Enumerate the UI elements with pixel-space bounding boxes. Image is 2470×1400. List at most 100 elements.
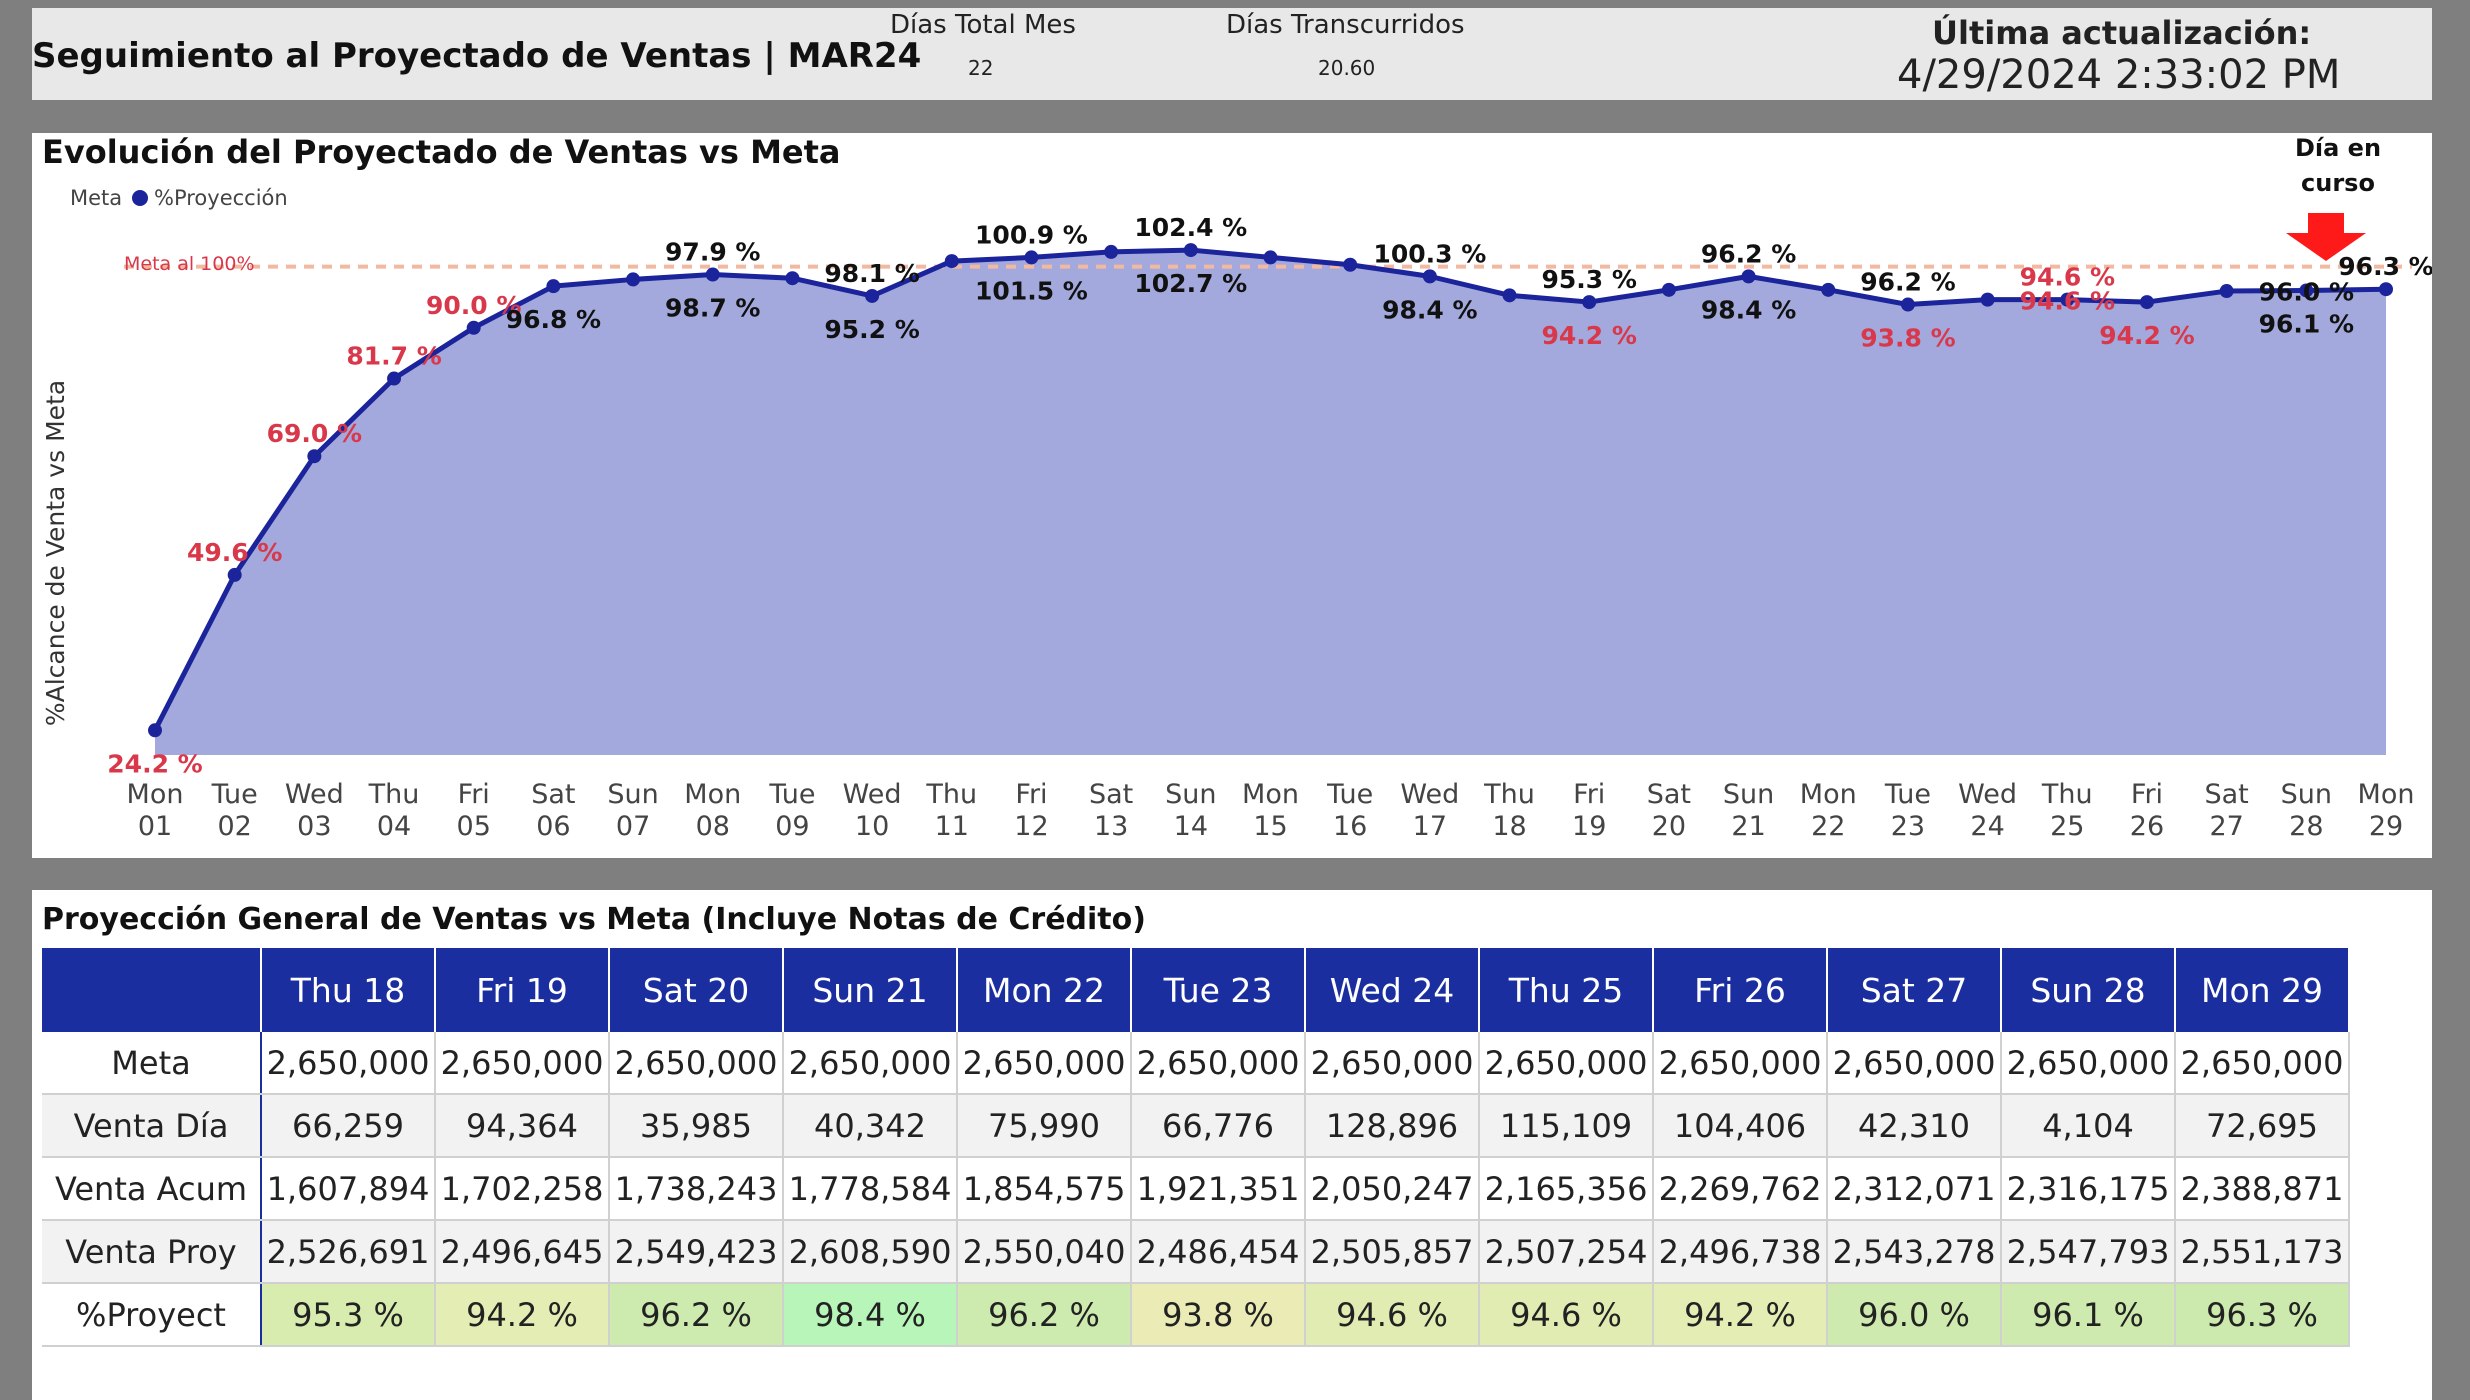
data-point[interactable]	[944, 254, 959, 269]
table-row: %Proyect 95.3 % 94.2 % 96.2 % 98.4 % 96.2 % 93…	[42, 1283, 2350, 1347]
table-cell: 2,650,000	[1305, 1032, 1480, 1095]
data-point[interactable]	[1422, 269, 1437, 284]
data-point[interactable]	[2139, 295, 2154, 310]
legend-proyeccion: %Proyección	[154, 186, 288, 210]
x-tick-date: 09	[775, 811, 809, 842]
data-label: 24.2 %	[107, 749, 202, 778]
column-header: Tue 23	[1131, 948, 1306, 1032]
data-point[interactable]	[1741, 269, 1756, 284]
chart-panel: 24.2 % 49.6 % 69.0 % 81.7 % 90.0 % 96.8 % 97.9…	[32, 133, 2432, 858]
table-cell: 2,650,000	[2001, 1032, 2176, 1095]
x-tick-date: 05	[457, 811, 491, 842]
x-tick-date: 08	[696, 811, 730, 842]
data-point[interactable]	[1104, 244, 1119, 259]
x-tick-date: 01	[138, 811, 172, 842]
data-point[interactable]	[1661, 282, 1676, 297]
x-tick-date: 17	[1413, 811, 1447, 842]
table-cell: 4,104	[2001, 1094, 2176, 1158]
x-tick-day: Sun	[1723, 779, 1774, 810]
x-tick-date: 21	[1731, 811, 1765, 842]
data-point[interactable]	[227, 567, 242, 582]
column-header: Mon 29	[2175, 948, 2350, 1032]
data-point[interactable]	[546, 279, 561, 294]
data-label: 90.0 %	[426, 291, 521, 320]
x-tick-day: Sat	[1089, 779, 1133, 810]
x-tick-day: Sun	[2281, 779, 2332, 810]
table-cell: 2,312,071	[1827, 1157, 2002, 1221]
table-cell: 2,650,000	[261, 1032, 436, 1095]
table-cell: 1,921,351	[1131, 1157, 1306, 1221]
x-tick-day: Tue	[768, 779, 815, 810]
table-cell: 104,406	[1653, 1094, 1828, 1158]
column-header: Wed 24	[1305, 948, 1480, 1032]
table-cell: 96.0 %	[1827, 1283, 2002, 1347]
table-cell: 2,650,000	[435, 1032, 610, 1095]
data-point[interactable]	[705, 267, 720, 282]
x-tick-day: Sun	[1165, 779, 1216, 810]
table-cell: 93.8 %	[1131, 1283, 1306, 1347]
last-update-label: Última actualización:	[1932, 14, 2312, 52]
x-tick-date: 15	[1253, 811, 1287, 842]
current-day-label-line1: Día en	[2295, 134, 2381, 162]
data-point[interactable]	[466, 320, 481, 335]
x-tick-date: 28	[2289, 811, 2323, 842]
data-point[interactable]	[2060, 292, 2075, 307]
data-point[interactable]	[626, 272, 641, 287]
table-cell: 2,608,590	[783, 1220, 958, 1284]
table-cell: 2,505,857	[1305, 1220, 1480, 1284]
data-label: 102.7 %	[1134, 269, 1247, 298]
x-tick-day: Fri	[1573, 779, 1605, 810]
column-header: Fri 26	[1653, 948, 1828, 1032]
data-label: 96.3 %	[2338, 252, 2432, 281]
row-header: %Proyect	[42, 1283, 262, 1347]
table-cell: 2,543,278	[1827, 1220, 2002, 1284]
table-cell: 2,650,000	[1827, 1032, 2002, 1095]
x-tick-day: Sat	[2205, 779, 2249, 810]
data-label: 98.7 %	[665, 294, 760, 323]
table-row: Venta Acum 1,607,894 1,702,258 1,738,243 1,7…	[42, 1157, 2350, 1221]
table-cell: 40,342	[783, 1094, 958, 1158]
table-cell: 42,310	[1827, 1094, 2002, 1158]
data-point[interactable]	[1343, 257, 1358, 272]
table-cell: 2,650,000	[957, 1032, 1132, 1095]
data-point[interactable]	[1980, 292, 1995, 307]
data-point[interactable]	[307, 449, 322, 464]
table-row: Meta 2,650,000 2,650,000 2,650,000 2,650,000…	[42, 1032, 2350, 1095]
data-point[interactable]	[148, 723, 162, 738]
data-label: 96.2 %	[1860, 268, 1955, 297]
data-point[interactable]	[2299, 283, 2314, 298]
x-tick-day: Wed	[843, 779, 902, 810]
table-cell: 2,496,645	[435, 1220, 610, 1284]
current-day-arrow-icon	[2286, 213, 2366, 261]
table-cell: 96.3 %	[2175, 1283, 2350, 1347]
column-header: Thu 18	[261, 948, 436, 1032]
data-point[interactable]	[2219, 284, 2234, 299]
data-label: 94.2 %	[2099, 321, 2194, 350]
data-point[interactable]	[1582, 295, 1597, 310]
x-tick-day: Mon	[1242, 779, 1299, 810]
data-point[interactable]	[1183, 243, 1198, 258]
data-point[interactable]	[1263, 250, 1278, 265]
data-point[interactable]	[785, 271, 800, 286]
x-tick-day: Mon	[2358, 779, 2415, 810]
x-tick-date: 06	[536, 811, 570, 842]
dias-transcurridos-label: Días Transcurridos	[1226, 10, 1465, 40]
data-point[interactable]	[865, 288, 880, 303]
x-tick-date: 10	[855, 811, 889, 842]
data-point[interactable]	[1821, 282, 1836, 297]
data-point[interactable]	[387, 371, 402, 386]
data-point[interactable]	[1024, 250, 1039, 265]
data-point[interactable]	[1502, 288, 1517, 303]
table-cell: 98.4 %	[783, 1283, 958, 1347]
x-tick-date: 12	[1014, 811, 1048, 842]
column-header: Fri 19	[435, 948, 610, 1032]
data-label: 102.4 %	[1134, 213, 1247, 242]
data-label: 94.6 %	[2020, 287, 2115, 316]
data-point[interactable]	[2379, 282, 2393, 297]
data-point[interactable]	[1900, 297, 1915, 312]
table-cell: 2,650,000	[2175, 1032, 2350, 1095]
x-tick-day: Thu	[2041, 779, 2093, 810]
legend-proyeccion-marker	[132, 190, 148, 206]
table-cell: 2,650,000	[1479, 1032, 1654, 1095]
y-axis-label: %Alcance de Venta vs Meta	[41, 380, 70, 726]
